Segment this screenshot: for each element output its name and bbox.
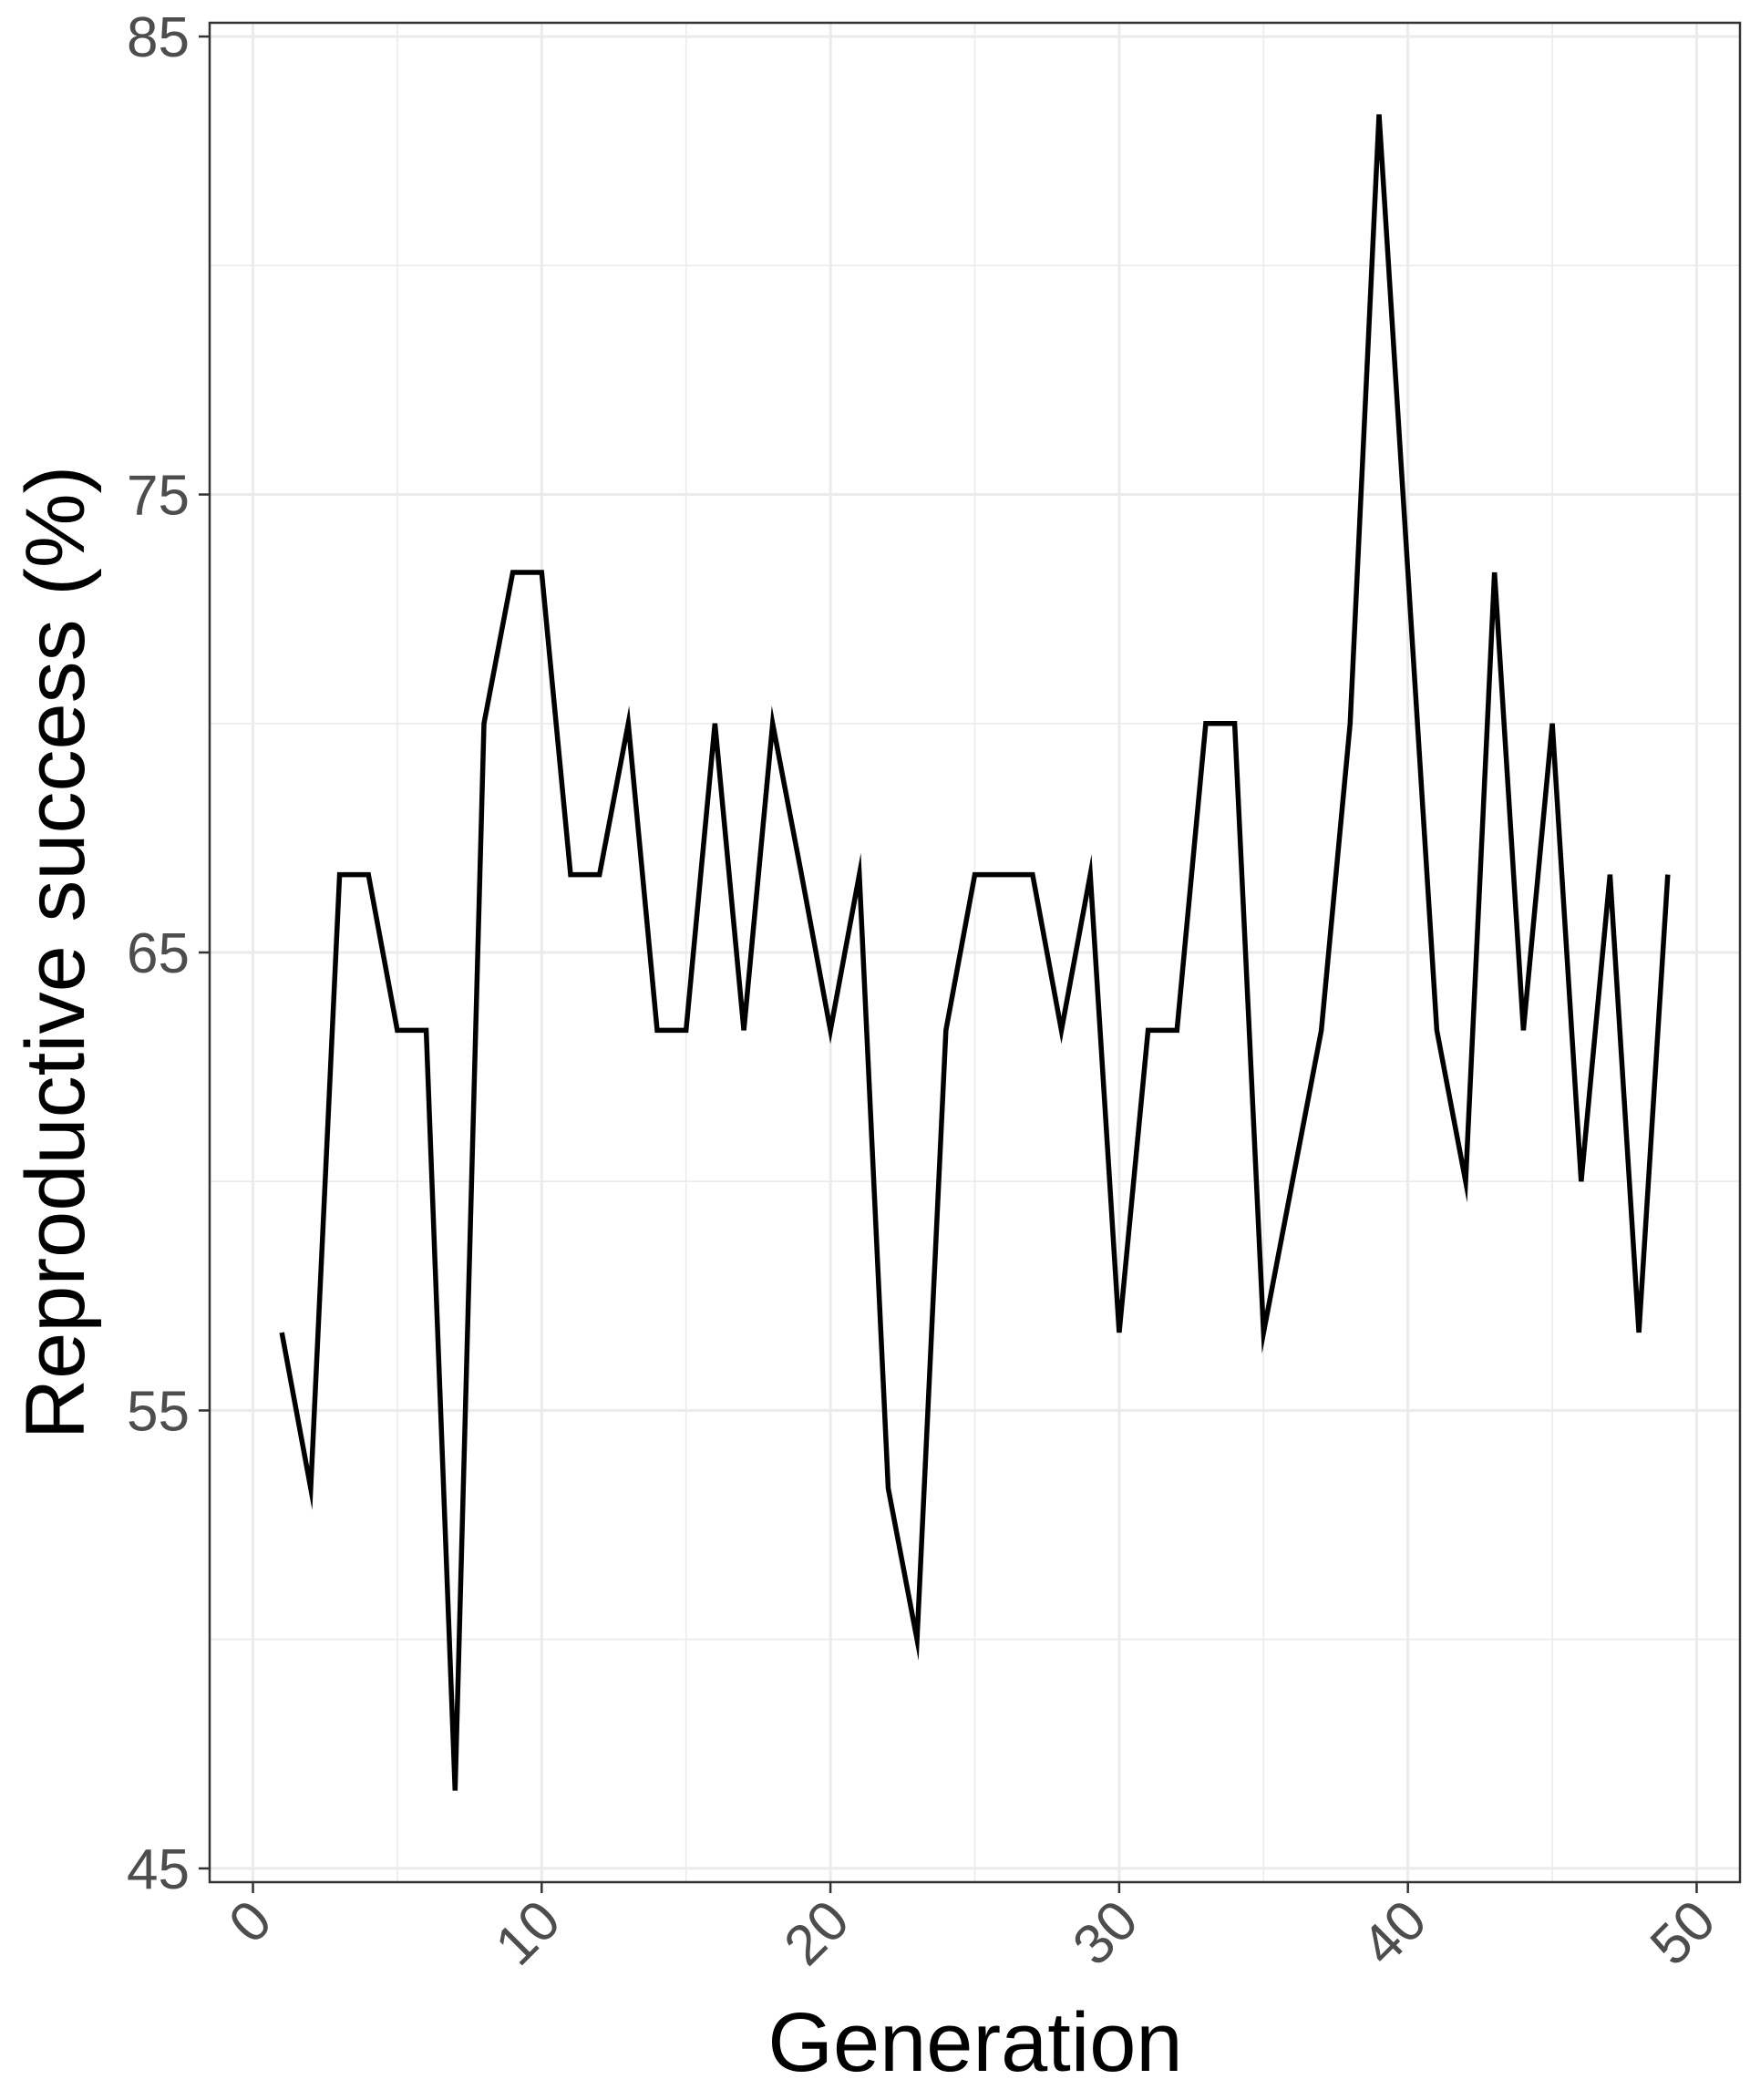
- y-tick-label: 85: [127, 6, 190, 69]
- x-tick-label: 30: [1061, 1889, 1150, 1978]
- y-tick-label: 45: [127, 1838, 190, 1901]
- series-layer: [279, 114, 1671, 1791]
- x-tick-label: 10: [484, 1889, 573, 1978]
- x-tick-label: 0: [217, 1889, 283, 1955]
- x-tick-label: 40: [1350, 1889, 1439, 1978]
- x-axis: 0 10 20 30 40 50: [217, 1882, 1727, 1978]
- y-axis: 45 55 65 75 85: [127, 6, 210, 1901]
- series-line: [279, 114, 1671, 1791]
- y-axis-title: Reproductive success (%): [9, 466, 102, 1440]
- y-tick-label: 75: [127, 465, 190, 528]
- y-tick-label: 65: [127, 922, 190, 985]
- x-axis-title: Generation: [767, 1996, 1182, 2089]
- x-tick-label: 20: [772, 1889, 861, 1978]
- x-tick-label: 50: [1639, 1889, 1728, 1978]
- y-tick-label: 55: [127, 1380, 190, 1443]
- major-gridlines: [210, 23, 1740, 1882]
